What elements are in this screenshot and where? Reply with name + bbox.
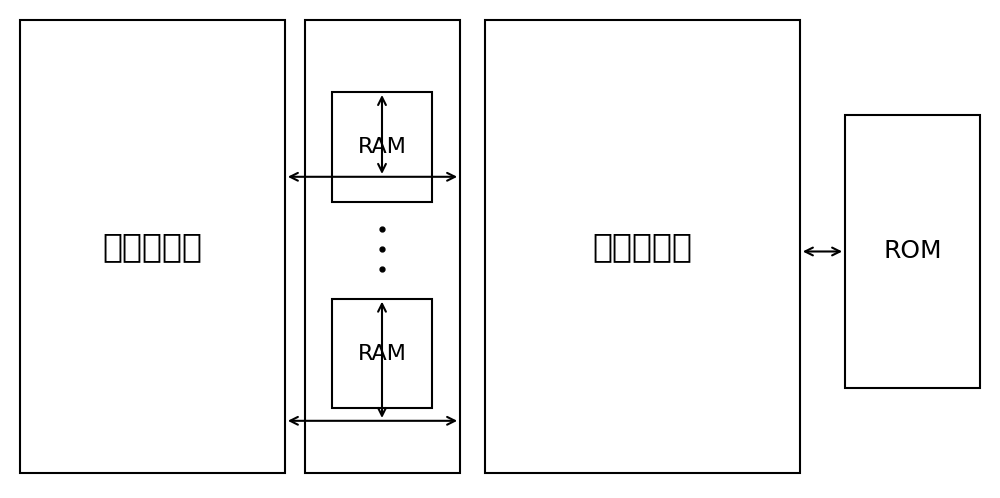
Text: 可编程逻辑: 可编程逻辑: [592, 230, 692, 263]
Text: ROM: ROM: [883, 240, 942, 263]
Bar: [20, 20, 285, 473]
Bar: [845, 115, 980, 388]
Bar: [332, 299, 432, 408]
Text: RAM: RAM: [358, 137, 406, 157]
Text: RAM: RAM: [358, 344, 406, 364]
Bar: [305, 20, 460, 473]
Bar: [332, 92, 432, 202]
Bar: [485, 20, 800, 473]
Text: 多核处理器: 多核处理器: [103, 230, 202, 263]
